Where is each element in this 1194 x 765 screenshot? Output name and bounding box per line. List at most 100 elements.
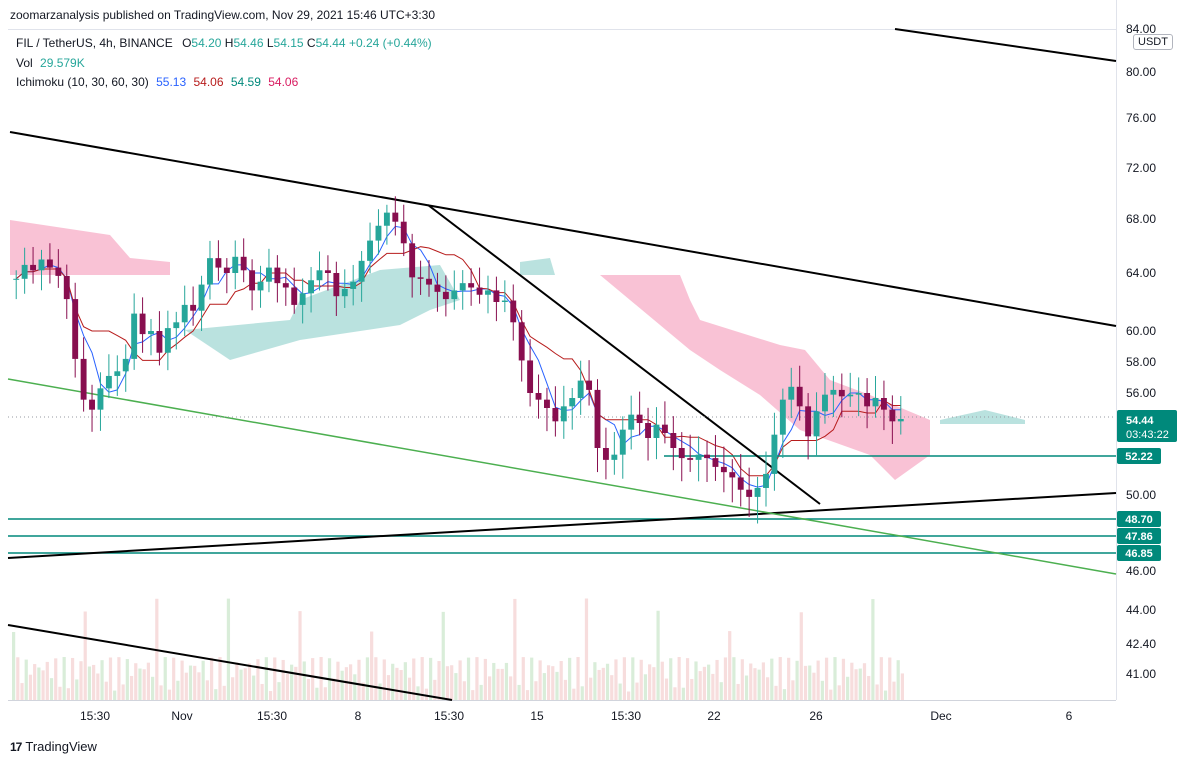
volume-bar (184, 672, 188, 700)
volume-bar (732, 657, 736, 700)
volume-bar (504, 662, 509, 700)
volume-bar (374, 657, 378, 700)
volume-bar (37, 667, 41, 700)
legend-ichimoku-label[interactable]: Ichimoku (10, 30, 60, 30) (16, 75, 149, 89)
currency-label[interactable]: USDT (1133, 34, 1173, 50)
volume-bar (441, 611, 445, 700)
volume-bar (803, 665, 808, 700)
volume-bar (871, 599, 875, 700)
legend-vol-label[interactable]: Vol (16, 55, 33, 70)
candle-body (779, 399, 786, 435)
volume-bar (837, 685, 841, 700)
volume-bar (454, 673, 458, 700)
candle-body (265, 267, 272, 282)
candle-body (442, 291, 449, 300)
candle-body (375, 225, 382, 241)
candle-body (476, 287, 483, 295)
volume-bar (589, 677, 593, 700)
volume-bar (264, 657, 268, 700)
candle-body (518, 322, 525, 361)
volume-bar (639, 659, 643, 700)
x-tick-label: 15:30 (257, 709, 287, 723)
legend-ichi-span-b: 54.06 (268, 75, 299, 89)
candle-body (223, 267, 230, 273)
legend-ichimoku-row: Ichimoku (10, 30, 60, 30) 55.13 54.06 54… (16, 73, 432, 93)
volume-bar (829, 689, 833, 700)
candle-body (645, 423, 652, 438)
volume-bar (820, 680, 824, 700)
price-badges: 52.22 48.70 47.86 46.85 54.44 03:43:22 (1117, 410, 1177, 561)
volume-bar (226, 598, 231, 700)
candle-body (156, 331, 163, 353)
volume-bar (509, 676, 513, 700)
volume-bar (782, 689, 787, 700)
volume-bar (466, 657, 471, 700)
candlesticks (13, 196, 904, 524)
volume-bar (867, 675, 871, 700)
candle-body (619, 429, 626, 455)
volume-bar (70, 657, 75, 700)
level-badge-label: 47.86 (1125, 531, 1153, 543)
volume-bar (597, 669, 601, 700)
volume-bar (205, 680, 209, 700)
volume-bar (883, 690, 888, 700)
volume-bar (138, 668, 142, 700)
volume-bar (231, 677, 235, 700)
candle-body (232, 256, 239, 273)
candle-body (510, 300, 517, 323)
chart-pane[interactable] (8, 29, 1116, 701)
volume-bar (24, 659, 28, 700)
volume-bar (252, 675, 256, 700)
volume-bar (702, 666, 707, 700)
volume-bar (433, 679, 437, 700)
volume-bar (87, 666, 92, 700)
volume-bar (41, 670, 45, 700)
candle-body (367, 240, 373, 261)
volume-bar (496, 668, 500, 700)
volume-bar (340, 670, 344, 700)
volume-bar (247, 663, 252, 700)
x-tick-label: 8 (355, 709, 362, 723)
candle-body (38, 259, 45, 271)
volume-bar (151, 676, 155, 700)
volume-bar (117, 657, 121, 700)
volume-bar (812, 672, 816, 700)
volume-bar (188, 665, 193, 700)
candle-body (670, 433, 677, 448)
footer-branding: 17 TradingView (10, 739, 97, 754)
legend-symbol[interactable]: FIL / TetherUS, 4h, BINANCE (16, 36, 173, 50)
candle-body (383, 212, 390, 226)
volume-bar (218, 657, 222, 700)
volume-bar (728, 631, 732, 700)
candle-body (417, 277, 424, 279)
volume-bar (601, 667, 605, 700)
trendline-ascending (7, 492, 1117, 559)
candle-body (392, 212, 399, 222)
candle-body (291, 287, 298, 305)
volume-bar (715, 659, 719, 700)
volume-bar (778, 657, 782, 700)
volume-bar (193, 665, 197, 700)
volume-bar (222, 685, 226, 700)
volume-bar (626, 691, 631, 700)
legend-high: 54.46 (233, 36, 264, 50)
volume-bar (403, 662, 407, 700)
y-tick-label: 72.00 (1126, 161, 1156, 175)
volume-bar (54, 658, 58, 700)
candle-body (501, 300, 508, 302)
conversion-line (15, 225, 901, 488)
volume-bar (462, 681, 466, 700)
candle-body (97, 388, 104, 410)
candle-body (771, 434, 778, 474)
trendline-steep (427, 204, 821, 505)
volume-bar (555, 671, 559, 700)
candle-body (324, 270, 331, 273)
candle-body (409, 243, 416, 278)
price-scale[interactable] (1116, 0, 1194, 700)
volume-bar (513, 598, 517, 700)
candle-body (544, 399, 550, 408)
volume-bar (180, 660, 184, 700)
volume-bar (239, 669, 243, 700)
volume-bar (707, 664, 711, 700)
